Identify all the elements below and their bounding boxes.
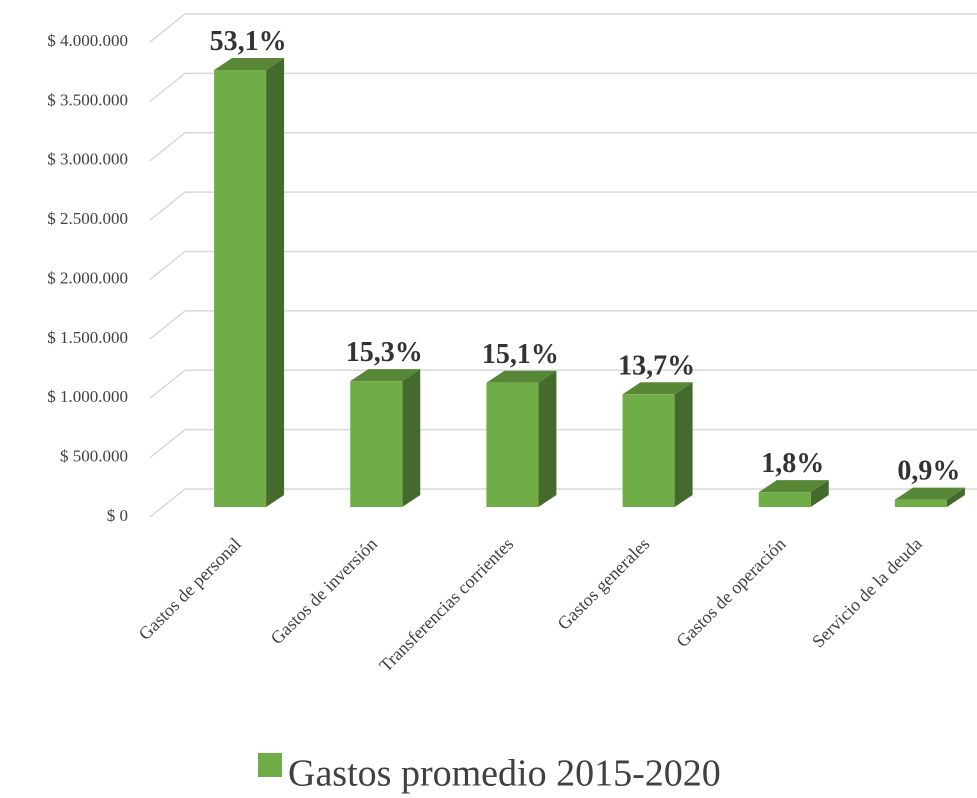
grid-line (149, 13, 977, 43)
bar-side (266, 58, 285, 507)
bar-front (350, 381, 403, 507)
bar-side (538, 370, 557, 507)
x-tick-label: Gastos de inversión (267, 534, 382, 649)
bar (758, 480, 829, 507)
bar (214, 58, 285, 507)
bar-top (622, 382, 693, 395)
y-tick-label: $ 500.000 (60, 447, 128, 466)
grid-line (149, 132, 977, 162)
x-tick-label: Gastos generales (553, 534, 653, 634)
grid-line (149, 191, 977, 221)
x-tick-label: Transferencias corrientes (375, 534, 517, 676)
bar (894, 487, 965, 507)
x-tick-label: Servicio de la deuda (808, 534, 926, 652)
legend-swatch (258, 753, 282, 777)
y-tick-label: $ 1.000.000 (47, 387, 128, 406)
bar-front (214, 70, 267, 507)
grid-line (149, 428, 977, 459)
grid-line (149, 310, 977, 340)
x-tick-label: Gastos de personal (135, 534, 245, 644)
grid-line (149, 250, 977, 281)
bar (486, 370, 557, 507)
y-tick-label: $ 3.500.000 (47, 90, 128, 109)
data-label: 15,3% (346, 337, 423, 368)
bar-top (758, 480, 829, 493)
grid-line (149, 488, 977, 518)
grid-line (149, 72, 977, 102)
bar-top (214, 58, 285, 70)
y-tick-label: $ 1.500.000 (47, 328, 128, 347)
legend-label: Gastos promedio 2015-2020 (288, 753, 721, 795)
bar-front (622, 394, 675, 507)
data-label: 15,1% (482, 339, 559, 370)
bar-top (894, 487, 965, 500)
bar-side (674, 382, 693, 507)
bar (622, 382, 693, 507)
grid-line (149, 369, 977, 399)
data-label: 1,8% (761, 448, 824, 479)
data-label: 53,1% (210, 26, 287, 57)
y-tick-label: $ 4.000.000 (47, 31, 128, 50)
y-tick-label: $ 2.000.000 (47, 268, 128, 287)
data-label: 0,9% (897, 456, 960, 487)
x-tick-label: Gastos de operación (672, 534, 789, 651)
bar-front (758, 492, 811, 507)
bar-side (946, 487, 965, 507)
y-tick-label: $ 3.000.000 (47, 150, 128, 169)
bar-front (894, 499, 947, 507)
bar-side (810, 480, 829, 507)
y-tick-label: $ 2.500.000 (47, 209, 128, 228)
y-tick-label: $ 0 (107, 506, 128, 525)
bar (350, 369, 421, 507)
data-label: 13,7% (618, 350, 695, 381)
bar-front (486, 382, 539, 507)
bar-top (486, 370, 557, 383)
bar-side (402, 369, 421, 507)
bar-top (350, 369, 421, 382)
